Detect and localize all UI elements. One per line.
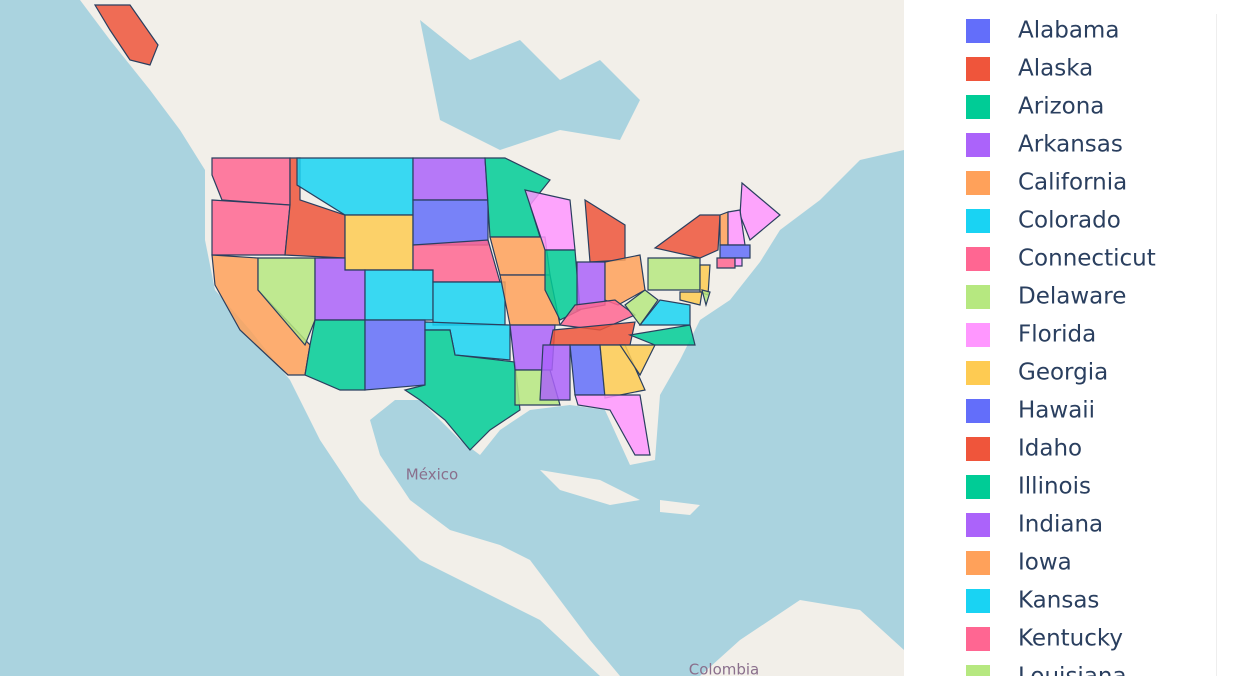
legend-label[interactable]: Alaska <box>1018 56 1093 82</box>
legend-swatch[interactable] <box>966 513 990 537</box>
legend-label[interactable]: Alabama <box>1018 18 1119 44</box>
legend-label[interactable]: Louisiana <box>1018 664 1127 676</box>
legend-swatch[interactable] <box>966 171 990 195</box>
state[interactable] <box>412 199 489 246</box>
legend-swatch[interactable] <box>966 19 990 43</box>
state[interactable] <box>653 214 721 259</box>
state[interactable] <box>638 299 691 326</box>
state[interactable] <box>569 344 606 396</box>
state[interactable] <box>679 291 703 306</box>
state[interactable] <box>604 254 646 306</box>
legend-label[interactable]: Georgia <box>1018 360 1108 386</box>
legend-border <box>1216 14 1217 676</box>
state[interactable] <box>344 214 414 271</box>
state[interactable] <box>539 344 571 401</box>
legend-swatch[interactable] <box>966 399 990 423</box>
hudson-bay <box>420 20 640 150</box>
state[interactable] <box>599 344 646 399</box>
state[interactable] <box>627 324 696 346</box>
legend-label[interactable]: Indiana <box>1018 512 1103 538</box>
legend-label[interactable]: Florida <box>1018 322 1096 348</box>
legend-swatch[interactable] <box>966 285 990 309</box>
legend-swatch[interactable] <box>966 665 990 676</box>
state[interactable] <box>211 157 291 206</box>
state[interactable] <box>489 236 551 276</box>
legend-swatch[interactable] <box>966 551 990 575</box>
legend-label[interactable]: Iowa <box>1018 550 1072 576</box>
state[interactable] <box>719 244 751 259</box>
states <box>93 4 781 456</box>
state[interactable] <box>403 329 521 451</box>
islands <box>540 470 700 515</box>
legend-label[interactable]: Kansas <box>1018 588 1099 614</box>
state[interactable] <box>574 394 651 456</box>
state[interactable] <box>719 211 729 246</box>
legend-label[interactable]: Idaho <box>1018 436 1082 462</box>
state[interactable] <box>432 281 506 326</box>
state[interactable] <box>93 4 159 66</box>
state[interactable] <box>364 269 434 321</box>
legend-label[interactable]: Arkansas <box>1018 132 1123 158</box>
legend-swatch[interactable] <box>966 627 990 651</box>
legend-swatch[interactable] <box>966 133 990 157</box>
legend-label[interactable]: Kentucky <box>1018 626 1123 652</box>
legend-swatch[interactable] <box>966 589 990 613</box>
legend-swatch[interactable] <box>966 95 990 119</box>
legend-swatch[interactable] <box>966 57 990 81</box>
legend-swatch[interactable] <box>966 323 990 347</box>
legend-swatch[interactable] <box>966 361 990 385</box>
state[interactable] <box>412 157 489 201</box>
legend-label[interactable]: Hawaii <box>1018 398 1095 424</box>
state[interactable] <box>739 181 781 241</box>
state[interactable] <box>211 199 291 256</box>
state[interactable] <box>701 289 711 308</box>
legend-label[interactable]: Colorado <box>1018 208 1121 234</box>
legend-label[interactable]: Connecticut <box>1018 246 1156 272</box>
legend-label[interactable]: Arizona <box>1018 94 1104 120</box>
legend-label[interactable]: Delaware <box>1018 284 1126 310</box>
state[interactable] <box>624 289 659 327</box>
place-label: México <box>406 466 458 484</box>
state[interactable] <box>618 344 656 377</box>
legend-swatch[interactable] <box>966 247 990 271</box>
map[interactable]: México Colombia <box>0 0 904 676</box>
state[interactable] <box>257 257 316 347</box>
state[interactable] <box>734 257 743 267</box>
legend-label[interactable]: Illinois <box>1018 474 1091 500</box>
state[interactable] <box>304 319 366 391</box>
state[interactable] <box>364 319 426 391</box>
legend-label[interactable]: California <box>1018 170 1127 196</box>
state[interactable] <box>716 257 736 269</box>
legend-swatch[interactable] <box>966 437 990 461</box>
state[interactable] <box>647 257 701 291</box>
place-label: Colombia <box>689 661 760 676</box>
legend[interactable]: Alabama Alaska Arizona Arkansas California Co… <box>916 0 1216 676</box>
legend-swatch[interactable] <box>966 475 990 499</box>
legend-swatch[interactable] <box>966 209 990 233</box>
